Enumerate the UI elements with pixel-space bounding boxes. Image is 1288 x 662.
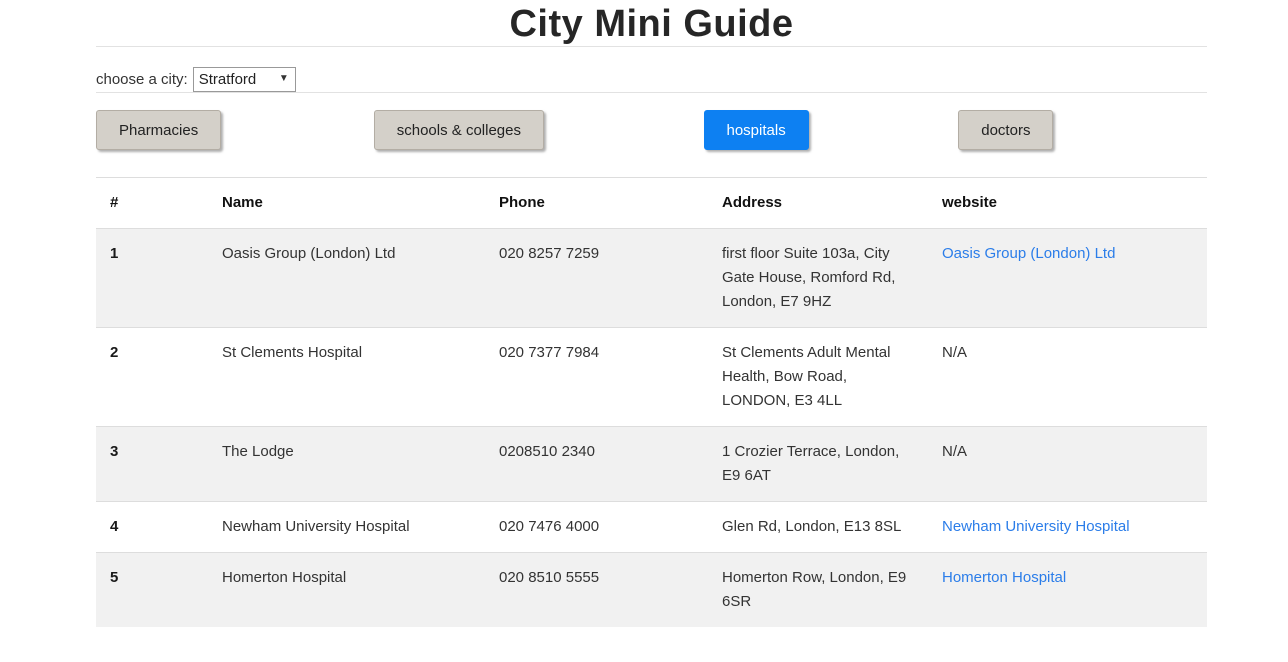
hospital-website: Homerton Hospital [928,552,1207,627]
hospital-website: N/A [928,327,1207,427]
hospital-name: Homerton Hospital [208,552,485,627]
city-select[interactable]: Stratford [192,66,296,92]
hospitals-button[interactable]: hospitals [703,110,809,150]
hospital-phone: 0208510 2340 [485,426,708,502]
table-row: 2 St Clements Hospital 020 7377 7984 St … [96,327,1207,427]
hospital-address: St Clements Adult Mental Health, Bow Roa… [708,327,928,427]
divider-top [96,46,1207,47]
hospital-phone: 020 8257 7259 [499,245,600,262]
hospital-address: Glen Rd, London, E13 8SL [708,501,928,553]
hospital-name: The Lodge [208,426,485,502]
col-header-number: # [96,177,208,229]
hospital-website: N/A [928,426,1207,502]
hospital-name: Newham University Hospital [208,501,485,553]
page-container: City Mini Guide choose a city: Stratford… [96,0,1207,627]
hospital-name: Oasis Group (London) Ltd [222,245,396,262]
choose-city-label: choose a city: [96,70,188,88]
col-header-name: Name [208,177,485,229]
website-link[interactable]: Oasis Group (London) Ltd [942,245,1116,262]
table-row: 5 Homerton Hospital 020 8510 5555 Homert… [96,552,1207,627]
city-selector-row: choose a city: Stratford ▼ [96,66,1207,92]
hospital-address: first floor Suite 103a, City Gate House,… [722,245,896,310]
hospital-address: 1 Crozier Terrace, London, E9 6AT [708,426,928,502]
hospital-phone: 020 7377 7984 [485,327,708,427]
website-link[interactable]: Homerton Hospital [942,569,1067,586]
hospital-phone: 020 7476 4000 [485,501,708,553]
col-header-website: website [928,177,1207,229]
table-row: 1 Oasis Group (London) Ltd 020 8257 7259… [96,228,1207,328]
row-number: 3 [96,426,208,502]
table-header-row: # Name Phone Address website [96,177,1207,229]
schools-colleges-button[interactable]: schools & colleges [373,110,544,150]
category-button-row: Pharmacies schools & colleges hospitals … [96,110,1207,150]
hospitals-table: # Name Phone Address website 1 Oasis Gro… [96,177,1207,627]
hospital-address: Homerton Row, London, E9 6SR [708,552,928,627]
col-header-address: Address [708,177,928,229]
hospital-phone: 020 8510 5555 [485,552,708,627]
city-select-wrap: Stratford ▼ [192,66,296,92]
page-title: City Mini Guide [509,3,794,45]
pharmacies-button[interactable]: Pharmacies [96,110,222,150]
col-header-phone: Phone [485,177,708,229]
row-number: 2 [96,327,208,427]
hospital-name: St Clements Hospital [208,327,485,427]
row-number: 1 [110,245,119,262]
doctors-button[interactable]: doctors [958,110,1054,150]
divider-mid [96,92,1207,93]
table-row: 4 Newham University Hospital 020 7476 40… [96,501,1207,553]
hospital-website: Oasis Group (London) Ltd [928,229,1207,328]
website-link[interactable]: Newham University Hospital [942,518,1130,535]
row-number: 4 [96,501,208,553]
row-number: 5 [96,552,208,627]
hospital-website: Newham University Hospital [928,501,1207,553]
table-row: 3 The Lodge 0208510 2340 1 Crozier Terra… [96,426,1207,502]
